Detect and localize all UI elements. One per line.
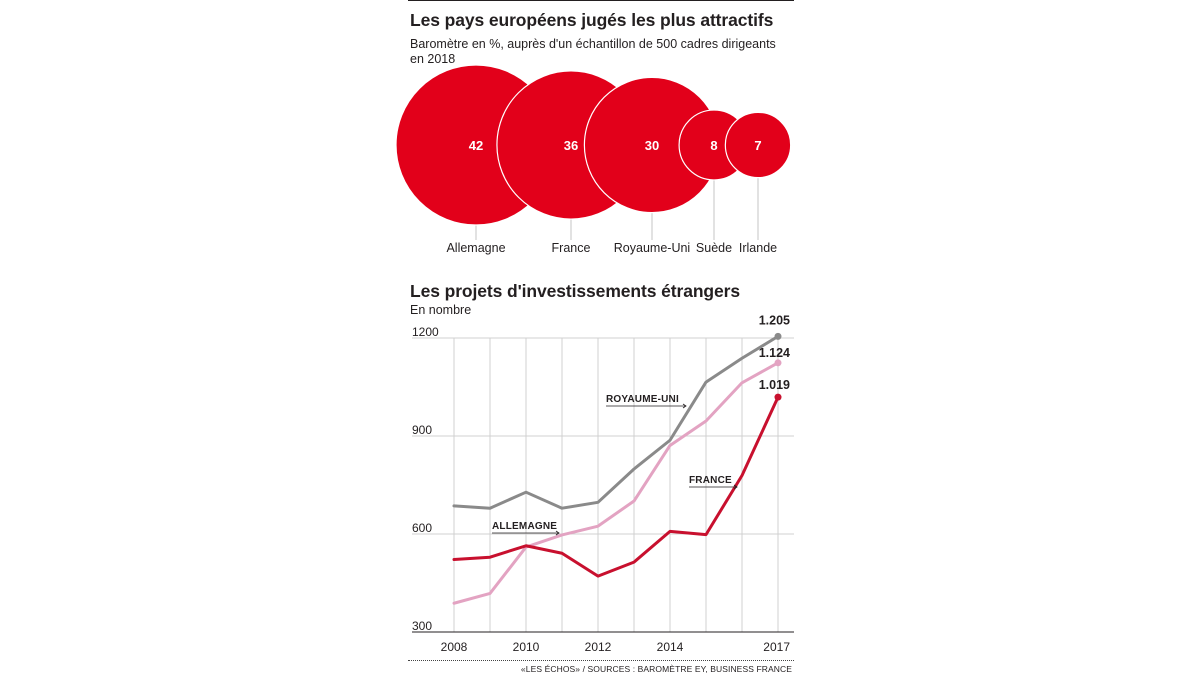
y-tick-label: 300	[412, 619, 432, 633]
bubble-value-label: 8	[710, 138, 717, 153]
x-tick-label: 2012	[585, 640, 612, 654]
bubble-chart: 42 36 30 8 7 Allemagne France Royaume-Uni Suède I…	[395, 64, 792, 255]
bubble-chart-title: Les pays européens jugés les plus attrac…	[410, 10, 774, 30]
series-line-royaume-uni	[452, 334, 780, 510]
line-chart-subtitle: En nombre	[410, 303, 472, 317]
series-end-point	[774, 393, 782, 401]
series-line-allemagne	[452, 361, 780, 605]
series-name-label: FRANCE	[689, 475, 732, 486]
bubble-category-label: Suède	[696, 241, 732, 255]
bubble-category-label: Royaume-Uni	[614, 241, 690, 255]
infographic-panel: Les pays européens jugés les plus attrac…	[395, 0, 794, 675]
series-callout-arrow	[555, 530, 560, 536]
series-name-label: ALLEMAGNE	[492, 521, 557, 532]
line-chart: 300 600 900 1200 2008 2010 2012 2014 2017 1.205 1.…	[412, 313, 794, 654]
y-tick-label: 1200	[412, 325, 439, 339]
series-end-point	[774, 332, 782, 340]
series-end-label: 1.019	[759, 378, 790, 392]
bubble-irlande	[724, 111, 792, 179]
series-callout-arrow	[682, 403, 687, 409]
bubble-value-label: 36	[564, 138, 578, 153]
source-note: «LES ÉCHOS» / SOURCES : BAROMÈTRE EY, BU…	[520, 664, 792, 674]
y-tick-label: 600	[412, 521, 432, 535]
x-tick-label: 2010	[513, 640, 540, 654]
bubble-category-label: Allemagne	[446, 241, 505, 255]
bubble-chart-subtitle: Baromètre en %, auprès d'un échantillon …	[410, 37, 776, 66]
x-tick-label: 2008	[441, 640, 468, 654]
series-end-point	[774, 359, 782, 367]
series-end-label: 1.205	[759, 313, 790, 327]
series-name-label: ROYAUME-UNI	[606, 394, 679, 405]
x-tick-label: 2017	[763, 640, 790, 654]
series-end-label: 1.124	[759, 346, 790, 360]
series-line-france	[452, 395, 780, 578]
top-rule	[408, 0, 794, 1]
bottom-rule	[408, 660, 794, 661]
bubble-value-label: 30	[645, 138, 659, 153]
bubble-category-label: France	[552, 241, 591, 255]
series-callout-arrow	[733, 484, 738, 490]
y-tick-label: 900	[412, 423, 432, 437]
x-tick-label: 2014	[657, 640, 684, 654]
line-chart-title: Les projets d'investissements étrangers	[410, 281, 740, 301]
bubble-value-label: 7	[754, 138, 761, 153]
bubble-category-label: Irlande	[739, 241, 777, 255]
bubble-value-label: 42	[469, 138, 483, 153]
